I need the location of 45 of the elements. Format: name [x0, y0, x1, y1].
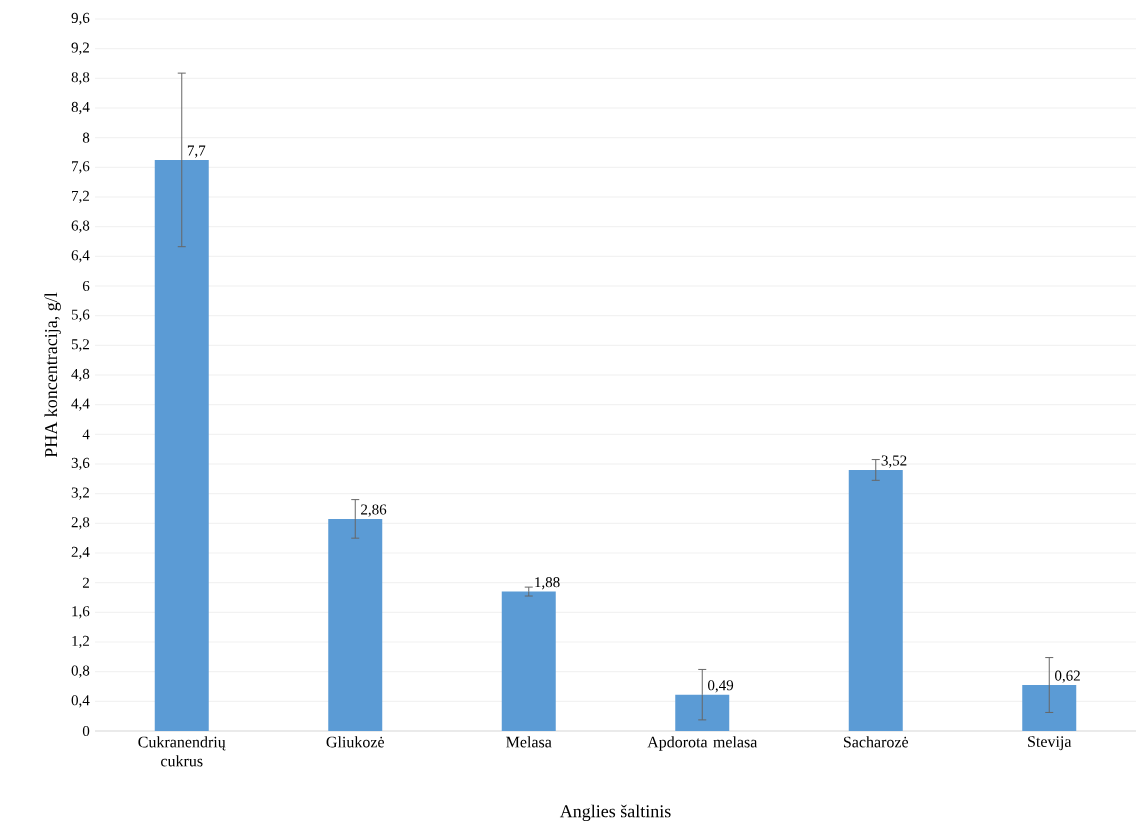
x-tick-label: Melasa — [506, 736, 552, 748]
y-tick-label: 5,6 — [71, 309, 90, 322]
y-tick-label: 6,4 — [71, 250, 90, 263]
y-tick-label: 8 — [82, 132, 90, 143]
bar — [154, 159, 209, 731]
y-tick-label: 1,2 — [72, 635, 89, 649]
data-label: 3,52 — [881, 455, 907, 468]
bar — [501, 591, 556, 731]
y-tick-label: 9,2 — [71, 42, 89, 55]
y-tick-label: 4 — [82, 429, 90, 440]
y-tick-label: 5,2 — [71, 339, 89, 352]
data-label: 2,86 — [361, 504, 387, 517]
y-tick-label: 9,6 — [71, 12, 90, 26]
y-tick-label: 4,4 — [71, 398, 90, 411]
y-tick-label: 2 — [82, 577, 89, 588]
bar — [848, 469, 903, 731]
y-tick-label: 0,8 — [71, 665, 90, 678]
y-tick-label: 2,4 — [71, 546, 90, 560]
y-tick-label: 8,4 — [71, 101, 90, 115]
x-tick-label: Sacharozė — [843, 736, 909, 748]
data-label: 0,62 — [1055, 670, 1080, 683]
y-tick-label: 6 — [82, 280, 90, 292]
x-tick-label: Stevija — [1028, 736, 1072, 751]
bar — [1022, 685, 1077, 731]
y-tick-label: 7,6 — [72, 161, 90, 174]
y-tick-label: 4,8 — [71, 368, 90, 382]
y-tick-label: 6,8 — [71, 220, 90, 233]
y-tick-label: 0,4 — [71, 695, 90, 708]
data-label: 1,88 — [535, 577, 560, 590]
x-tick-label: Gliukozė — [326, 736, 385, 748]
bar — [675, 694, 730, 731]
bar — [328, 518, 383, 731]
y-tick-label: 0 — [82, 725, 90, 737]
y-tick-label: 3,6 — [71, 457, 90, 471]
y-axis-title: PHA koncentracija, g/l — [44, 292, 61, 458]
data-label: 0,49 — [708, 680, 734, 693]
x-tick-label: Apdorota melasa — [647, 736, 758, 751]
x-axis-title: Anglies šaltinis — [559, 804, 671, 822]
y-tick-label: 1,6 — [72, 606, 90, 619]
y-tick-label: 2,8 — [71, 517, 90, 530]
y-tick-label: 3,2 — [71, 487, 89, 500]
y-tick-label: 7,2 — [72, 190, 89, 204]
data-label: 7,7 — [187, 145, 206, 158]
y-tick-label: 8,8 — [71, 72, 90, 85]
x-tick-label: Cukranendrių cukrus — [138, 736, 226, 767]
